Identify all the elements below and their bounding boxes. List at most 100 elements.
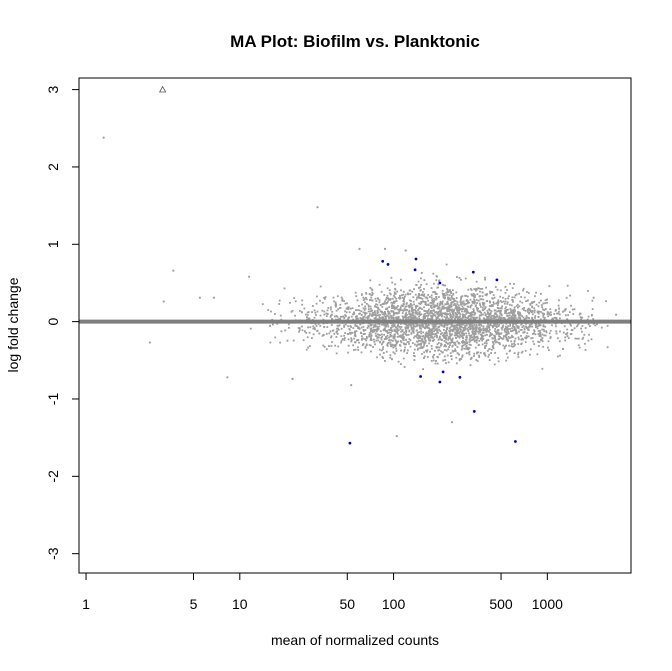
cloud-point [526, 308, 529, 311]
cloud-point [379, 341, 381, 344]
cloud-point [514, 337, 517, 340]
cloud-point [580, 327, 582, 330]
cloud-point [343, 316, 346, 319]
cloud-point [499, 336, 501, 338]
cloud-point [392, 336, 395, 339]
cloud-point [505, 334, 508, 336]
cloud-point [409, 313, 412, 315]
cloud-point [518, 312, 521, 314]
cloud-point [475, 280, 478, 283]
cloud-point [526, 316, 529, 319]
cloud-point [439, 302, 441, 305]
cloud-point [457, 317, 460, 320]
cloud-point [467, 312, 470, 314]
cloud-point [452, 325, 455, 328]
cloud-point [510, 312, 513, 314]
cloud-point [422, 341, 425, 344]
cloud-point [430, 347, 433, 350]
cloud-point [421, 347, 423, 349]
cloud-point [404, 293, 407, 296]
cloud-point [479, 290, 481, 293]
cloud-point [418, 311, 421, 314]
cloud-point [463, 332, 465, 335]
cloud-point [460, 358, 463, 360]
cloud-point [492, 345, 495, 348]
cloud-point [505, 344, 507, 347]
cloud-point [483, 328, 485, 330]
cloud-point [345, 307, 348, 310]
cloud-point [418, 315, 420, 318]
cloud-point [496, 331, 499, 334]
cloud-point [283, 287, 286, 290]
cloud-point [477, 287, 479, 290]
cloud-point [542, 324, 545, 326]
cloud-point [314, 323, 317, 325]
cloud-point [469, 364, 472, 367]
cloud-point [404, 313, 407, 316]
cloud-point [348, 311, 351, 314]
cloud-point [502, 296, 504, 299]
cloud-point [402, 333, 405, 336]
cloud-point [315, 314, 317, 316]
cloud-point [316, 330, 318, 332]
cloud-point [462, 327, 465, 329]
cloud-point [528, 317, 530, 319]
cloud-point [473, 331, 476, 333]
cloud-point [430, 287, 433, 289]
cloud-point [424, 338, 426, 341]
cloud-point [510, 304, 513, 307]
cloud-point [484, 334, 486, 337]
cloud-point [507, 340, 509, 342]
cloud-point [362, 311, 365, 314]
gene-point [350, 384, 353, 387]
cloud-point [364, 305, 367, 308]
cloud-point [472, 293, 475, 295]
cloud-point [409, 324, 412, 326]
cloud-point [453, 343, 456, 345]
cloud-point [330, 306, 332, 309]
cloud-point [510, 336, 512, 339]
cloud-point [437, 331, 439, 334]
cloud-point [457, 329, 459, 331]
cloud-point [461, 356, 464, 358]
cloud-point [499, 312, 502, 315]
cloud-point [487, 330, 490, 332]
cloud-point [446, 327, 449, 329]
cloud-point [374, 305, 376, 308]
cloud-point [387, 313, 390, 315]
cloud-point [532, 340, 535, 343]
cloud-point [562, 348, 564, 350]
cloud-point [435, 334, 438, 337]
cloud-point [423, 336, 426, 339]
cloud-point [473, 340, 476, 343]
cloud-point [497, 309, 500, 312]
cloud-point [410, 303, 412, 306]
cloud-point [511, 287, 514, 289]
cloud-point [584, 349, 587, 351]
cloud-point [411, 330, 414, 333]
cloud-point [343, 324, 345, 327]
cloud-point [449, 316, 452, 319]
cloud-point [441, 318, 444, 321]
cloud-point [471, 313, 474, 316]
cloud-point [520, 323, 523, 326]
cloud-point [487, 323, 489, 326]
cloud-point [363, 318, 366, 321]
cloud-point [293, 297, 296, 299]
cloud-point [383, 313, 386, 316]
cloud-point [543, 334, 545, 337]
cloud-point [530, 337, 533, 340]
cloud-point [410, 318, 413, 321]
cloud-point [499, 295, 502, 298]
cloud-point [467, 329, 469, 331]
cloud-point [452, 329, 455, 332]
cloud-point [523, 307, 526, 309]
cloud-point [511, 310, 514, 312]
cloud-point [424, 333, 427, 336]
cloud-point [482, 325, 485, 328]
cloud-point [420, 324, 423, 327]
cloud-point [402, 342, 405, 345]
cloud-point [508, 350, 511, 353]
cloud-point [440, 323, 443, 326]
cloud-point [528, 324, 531, 326]
